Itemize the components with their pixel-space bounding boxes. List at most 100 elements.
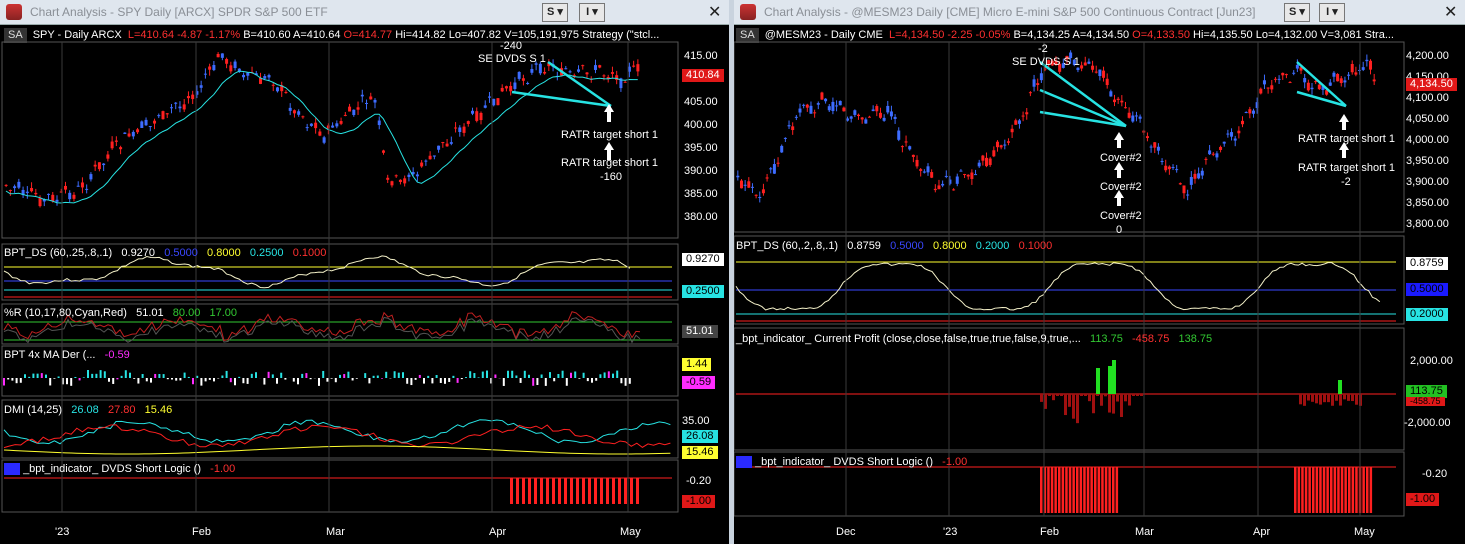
- price-candle: [1058, 63, 1062, 72]
- profit-bar: [1076, 394, 1079, 424]
- price-candle: [787, 125, 791, 127]
- dvds-bar: [606, 478, 609, 504]
- price-candle: [992, 150, 996, 157]
- profit-bar: [1104, 394, 1107, 397]
- price-candle: [1109, 91, 1113, 97]
- price-candle: [911, 154, 915, 157]
- price-candle: [246, 72, 250, 76]
- price-candle: [369, 96, 373, 100]
- dvds-bar: [1337, 467, 1340, 513]
- right-date-label: Dec: [836, 526, 856, 538]
- price-candle: [331, 125, 335, 128]
- price-candle: [102, 163, 106, 166]
- cover-arrow-icon: [1114, 132, 1124, 148]
- profit-bar: [1108, 394, 1111, 413]
- exit-arrow-icon: [1339, 114, 1349, 130]
- right-window-title: Chart Analysis - @MESM23 Daily [CME] Mic…: [764, 5, 1256, 19]
- price-candle: [1189, 177, 1193, 185]
- right-title-bar[interactable]: Chart Analysis - @MESM23 Daily [CME] Mic…: [734, 0, 1465, 25]
- left-title-bar[interactable]: Chart Analysis - SPY Daily [ARCX] SPDR S…: [0, 0, 729, 25]
- right-profit-tick: 2,000.00: [1410, 355, 1453, 367]
- dvds-bar: [612, 478, 615, 504]
- price-candle: [509, 85, 513, 92]
- price-candle: [51, 194, 55, 202]
- price-candle: [761, 189, 765, 194]
- price-candle: [288, 107, 292, 111]
- price-candle: [398, 179, 402, 182]
- price-candle: [1047, 60, 1051, 64]
- left-date-label: Mar: [326, 526, 345, 538]
- dvds-bar: [1047, 467, 1050, 513]
- price-candle: [1131, 115, 1135, 122]
- profit-bar: [1056, 394, 1059, 396]
- profit-bar: [1311, 394, 1314, 402]
- profit-bar: [1096, 394, 1099, 396]
- price-candle: [136, 129, 140, 133]
- left-bptds-cyan-tag: 0.2500: [682, 285, 724, 298]
- price-candle: [365, 102, 369, 104]
- pane-frame: [734, 235, 1405, 325]
- price-candle: [944, 175, 948, 177]
- style-s-button[interactable]: S ▾: [1284, 3, 1310, 22]
- dvds-bar: [576, 478, 579, 504]
- entry-signal-label: SE DVDS S 1: [478, 53, 546, 65]
- price-candle: [1076, 67, 1080, 71]
- price-candle: [153, 120, 157, 124]
- price-candle: [1032, 79, 1036, 87]
- dvds-bar: [1297, 467, 1301, 513]
- price-candle: [454, 127, 458, 129]
- price-candle: [1061, 63, 1065, 68]
- price-candle: [827, 106, 831, 111]
- dvds-bar: [1076, 467, 1079, 513]
- price-candle: [114, 140, 118, 142]
- close-icon[interactable]: ✕: [1444, 4, 1458, 21]
- price-candle: [915, 159, 919, 167]
- profit-bar: [1307, 394, 1310, 401]
- price-candle: [838, 100, 842, 106]
- price-candle: [1350, 64, 1354, 73]
- price-candle: [1354, 72, 1358, 75]
- window-divider[interactable]: [729, 0, 734, 544]
- price-candle: [805, 104, 809, 108]
- price-candle: [38, 197, 42, 207]
- dvds-bar: [552, 478, 555, 504]
- style-i-button[interactable]: I ▾: [579, 3, 605, 22]
- price-candle: [1372, 79, 1376, 82]
- price-candle: [882, 117, 886, 121]
- price-candle: [127, 133, 131, 137]
- dvds-bar: [528, 478, 531, 504]
- bptds-line: [735, 262, 1381, 311]
- price-candle: [747, 181, 751, 188]
- price-candle: [1248, 109, 1252, 114]
- price-candle: [1244, 112, 1248, 114]
- dvds-bar: [636, 478, 639, 504]
- profit-bar: [1092, 394, 1095, 414]
- close-icon[interactable]: ✕: [708, 4, 722, 21]
- sa-badge[interactable]: SA: [736, 28, 759, 43]
- price-candle: [1365, 59, 1369, 62]
- price-candle: [259, 77, 263, 84]
- right-bptds-blue-tag: 0.5000: [1406, 283, 1448, 296]
- sa-badge[interactable]: SA: [4, 28, 27, 43]
- dvds-bar: [1115, 467, 1119, 513]
- price-candle: [955, 176, 959, 184]
- left-price-chart[interactable]: [0, 0, 729, 544]
- right-price-chart[interactable]: [734, 0, 1465, 544]
- price-candle: [165, 113, 169, 115]
- price-candle: [1237, 130, 1241, 134]
- price-candle: [1113, 99, 1117, 103]
- price-candle: [335, 123, 339, 127]
- style-s-button[interactable]: S ▾: [542, 3, 568, 22]
- price-candle: [860, 117, 864, 120]
- price-candle: [161, 111, 165, 120]
- style-i-button[interactable]: I ▾: [1319, 3, 1345, 22]
- price-candle: [581, 65, 585, 67]
- price-candle: [1164, 165, 1168, 171]
- left-date-label: Feb: [192, 526, 211, 538]
- exit-signal-label: RATR target short 1: [1298, 133, 1395, 145]
- price-candle: [977, 162, 981, 167]
- trade-line: [1039, 110, 1127, 128]
- price-candle: [842, 107, 846, 112]
- price-candle: [178, 106, 182, 109]
- price-candle: [373, 99, 377, 103]
